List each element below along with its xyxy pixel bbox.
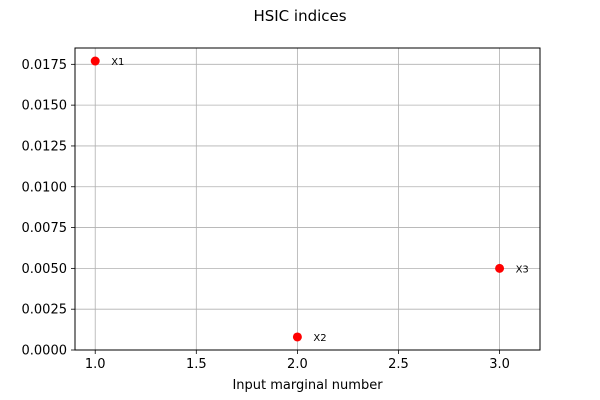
data-points: X1 X2 X3: [90, 56, 529, 344]
x-tick-label: 1.0: [85, 357, 106, 372]
data-point: [90, 56, 100, 66]
data-point-label: X3: [516, 264, 529, 275]
x-tick-label: 1.5: [186, 357, 207, 372]
y-tick-label: 0.0125: [22, 139, 68, 154]
data-point-label: X2: [313, 333, 326, 344]
y-tick-label: 0.0050: [22, 262, 68, 277]
y-tick-label: 0.0025: [22, 303, 68, 318]
y-tick-label: 0.0175: [22, 58, 68, 73]
x-tick-label: 2.0: [287, 357, 308, 372]
grid: [75, 48, 540, 351]
chart-title: HSIC indices: [253, 7, 346, 25]
x-tick-label: 2.5: [388, 357, 409, 372]
data-point: [495, 263, 505, 273]
y-tick-label: 0.0150: [22, 99, 68, 114]
x-tick-label: 3.0: [489, 357, 510, 372]
y-tick-label: 0.0100: [22, 180, 68, 195]
plot-area: [74, 47, 541, 351]
data-point-label: X1: [111, 57, 124, 68]
axis-ticks: 1.0 1.5 2.0 2.5 3.0 0.0000 0.0025 0.0050 0.0075 0…: [22, 58, 510, 372]
y-tick-label: 0.0075: [22, 221, 68, 236]
y-tick-label: 0.0000: [22, 344, 68, 359]
x-axis-label: Input marginal number: [232, 378, 383, 393]
data-point: [292, 332, 302, 342]
